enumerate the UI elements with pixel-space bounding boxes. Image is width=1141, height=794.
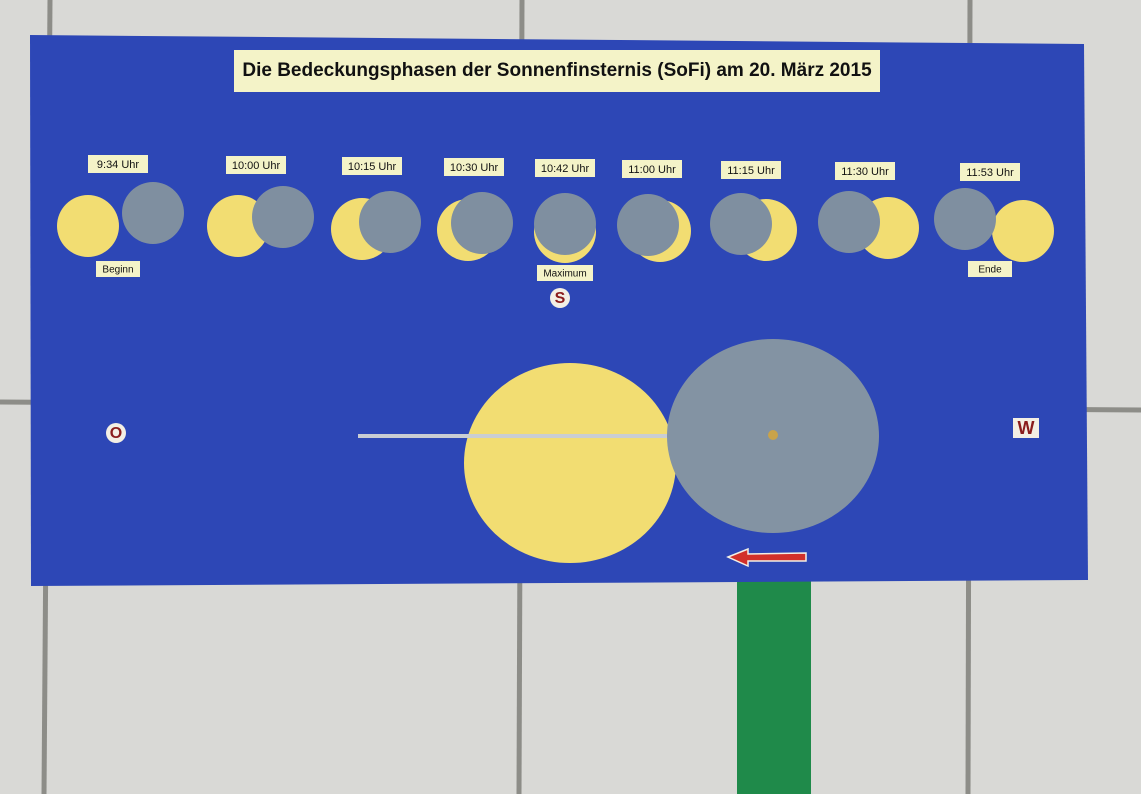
page: Die Bedeckungsphasen der Sonnenfinsterni… — [0, 0, 1141, 794]
phase-time: 11:30 Uhr — [841, 166, 889, 178]
moon — [122, 182, 184, 244]
moon — [818, 191, 880, 253]
moon — [710, 193, 772, 255]
photo: Die Bedeckungsphasen der Sonnenfinsterni… — [0, 0, 1141, 794]
phase-time: 10:30 Uhr — [450, 162, 499, 174]
phase-label: Ende — [978, 265, 1002, 276]
phase-time: 10:42 Uhr — [541, 163, 590, 175]
stick — [737, 575, 811, 794]
phase-label: Maximum — [543, 269, 586, 280]
moon — [451, 192, 513, 254]
phase-time: 11:15 Uhr — [727, 165, 775, 177]
direction-south: S — [555, 290, 566, 307]
phase-time: 10:00 Uhr — [232, 160, 281, 172]
moon — [617, 194, 679, 256]
phase-label: Beginn — [102, 265, 133, 276]
pin — [768, 430, 778, 440]
moon — [359, 191, 421, 253]
phase-time: 11:00 Uhr — [628, 164, 676, 176]
phase-time: 10:15 Uhr — [348, 161, 397, 173]
moon — [252, 186, 314, 248]
direction-east: O — [110, 425, 122, 442]
moon — [934, 188, 996, 250]
title: Die Bedeckungsphasen der Sonnenfinsterni… — [242, 60, 872, 81]
phase-time: 9:34 Uhr — [97, 159, 140, 171]
sun — [992, 200, 1054, 262]
big-sun — [464, 363, 676, 563]
phase-time: 11:53 Uhr — [966, 167, 1014, 179]
sun — [57, 195, 119, 257]
direction-west: W — [1018, 418, 1035, 438]
moon — [534, 193, 596, 255]
